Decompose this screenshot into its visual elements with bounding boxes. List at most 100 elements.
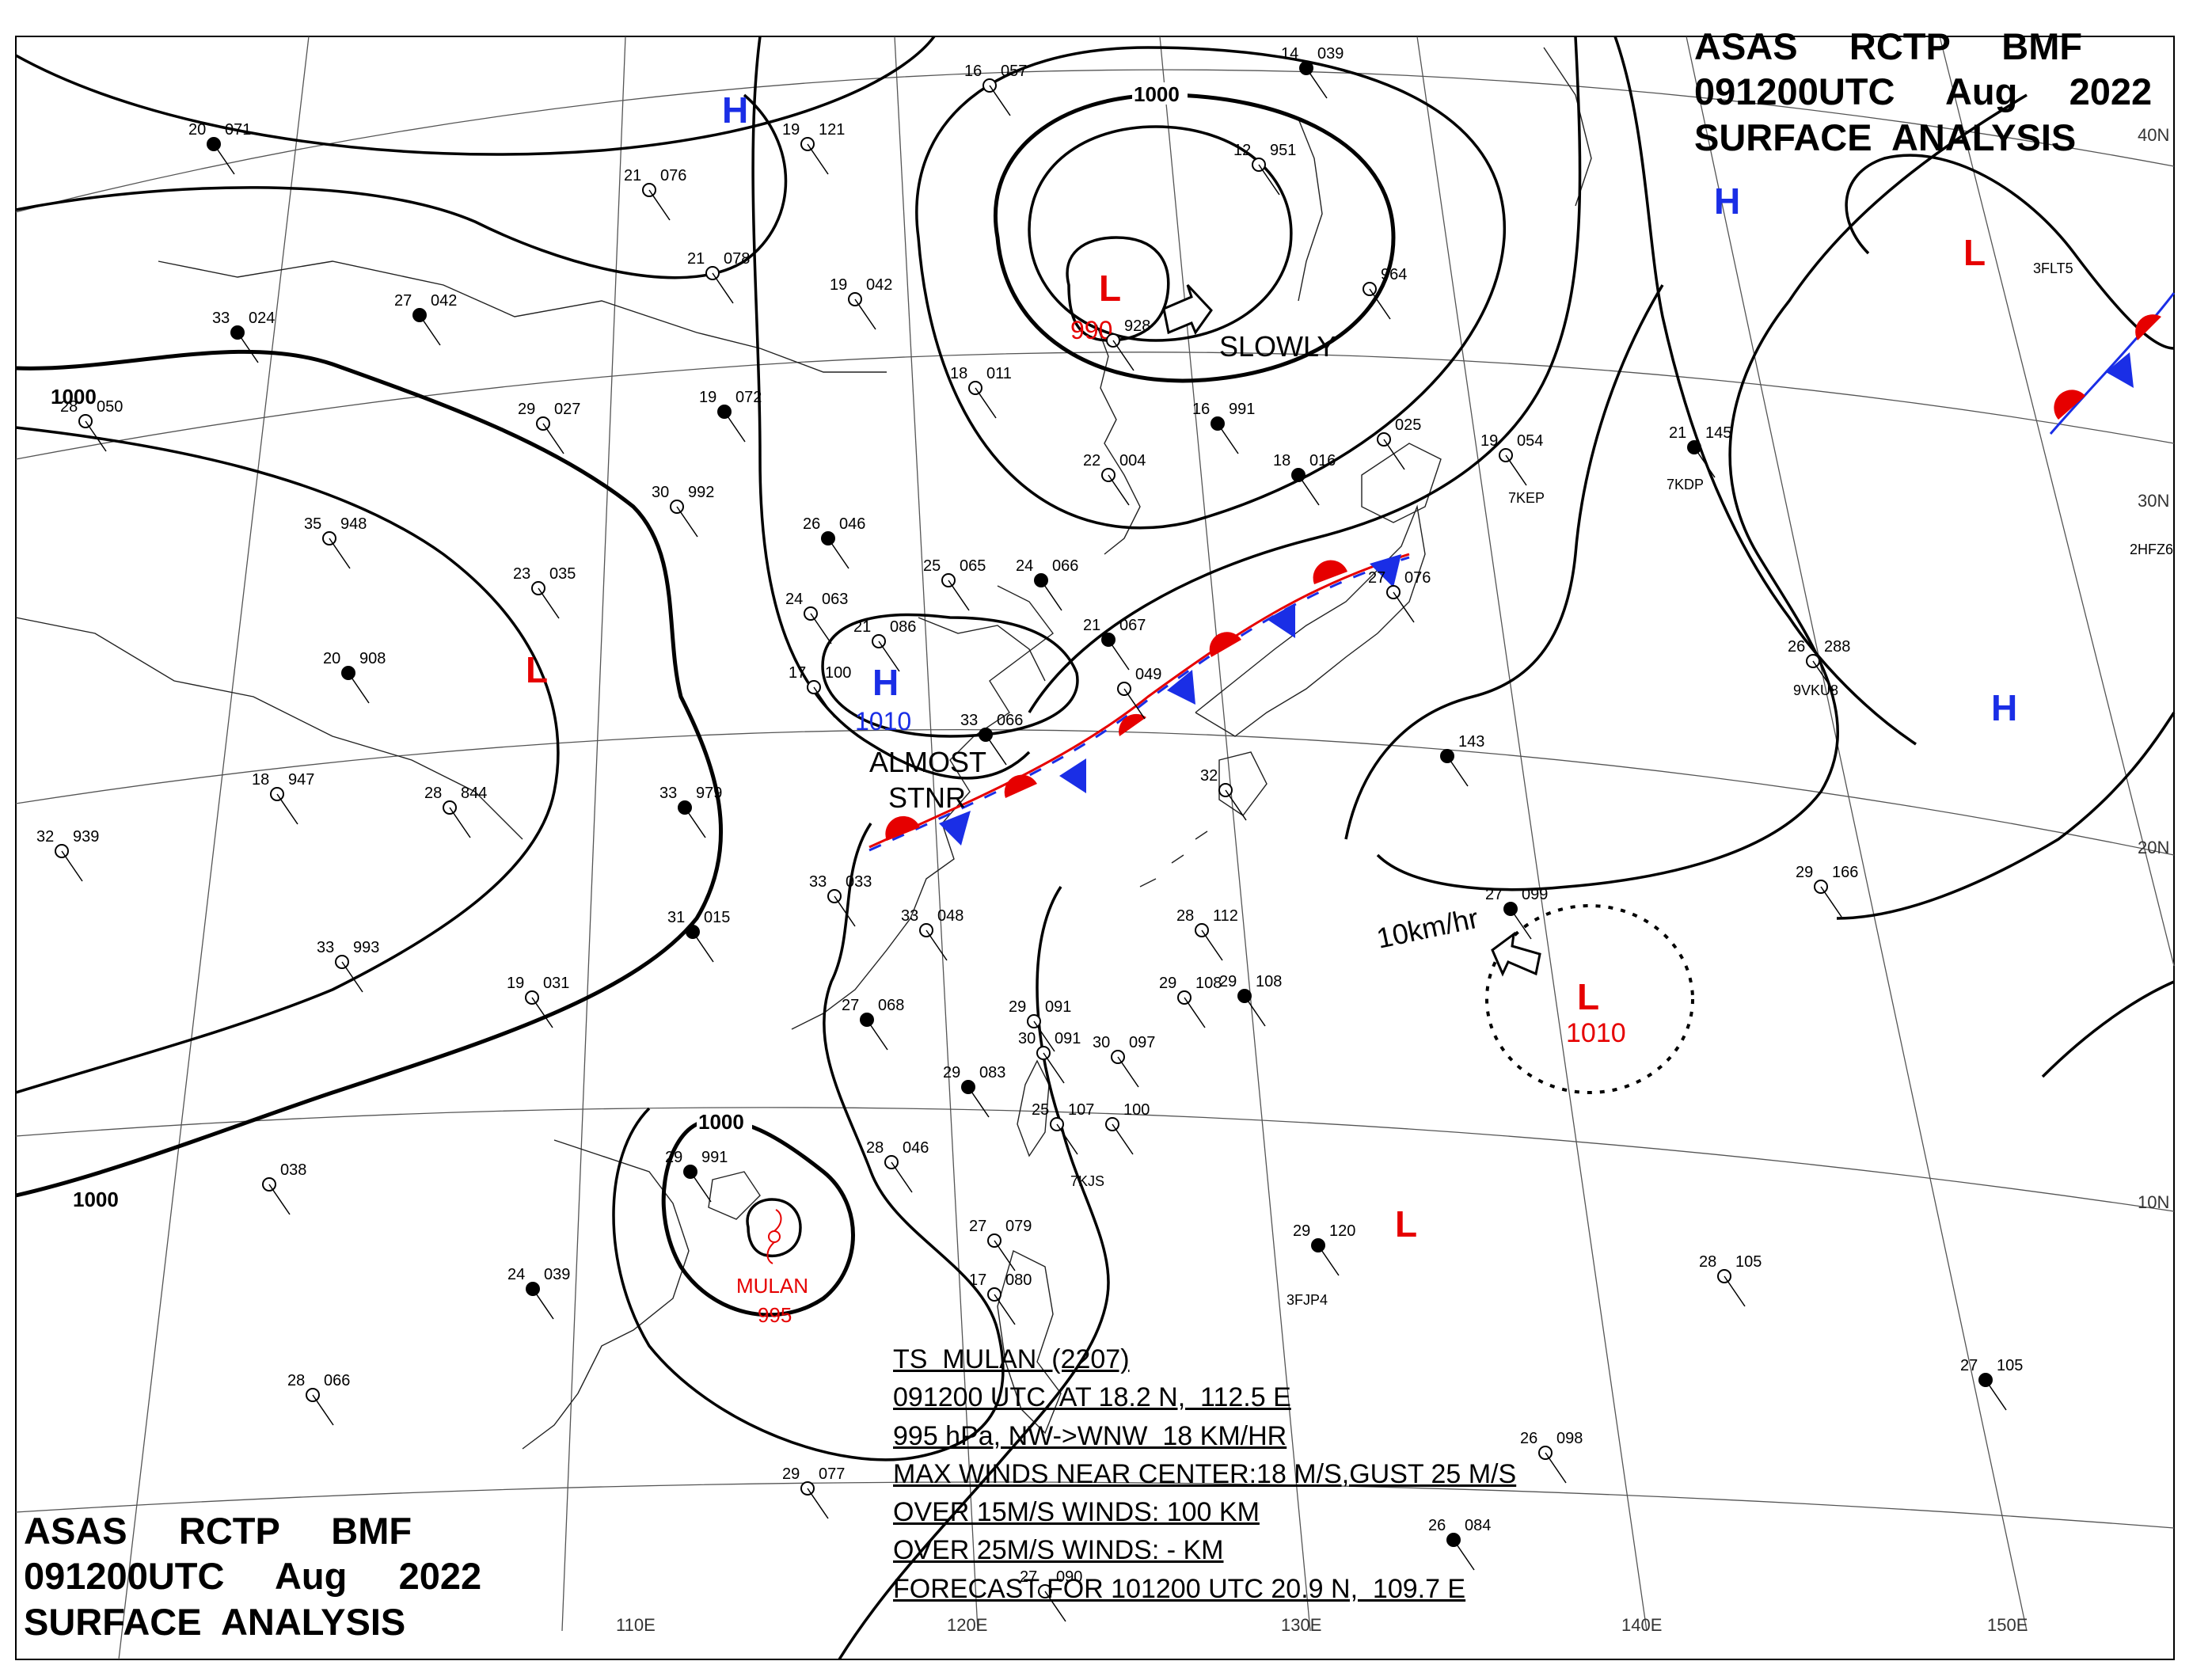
high-center-ne: H [1714, 181, 1740, 222]
isobar-mulan-inner [746, 1198, 802, 1257]
map-frame [15, 36, 2175, 1660]
station-pressure: 098 [1556, 1430, 1583, 1447]
wind-barb [692, 931, 714, 963]
station-pressure: 948 [340, 515, 367, 533]
header-line-2: 091200UTC Aug 2022 [1694, 70, 2153, 113]
station-pressure: 076 [660, 167, 686, 184]
low-center-west: L [526, 649, 548, 690]
station-pressure: 065 [960, 557, 986, 575]
parallel-40n [15, 69, 2175, 213]
station-pressure: 057 [1001, 63, 1027, 80]
station-temperature: 27 [969, 1218, 986, 1235]
wind-barb [648, 189, 671, 221]
station-temperature: 23 [513, 565, 530, 583]
wind-barb [975, 387, 997, 419]
station-temperature: 28 [866, 1139, 884, 1157]
ts-line-5: OVER 15M/S WINDS: 100 KM [893, 1497, 1260, 1528]
station-pressure: 108 [1256, 973, 1282, 990]
station-temperature: 29 [1219, 973, 1237, 990]
station-temperature: 28 [1699, 1253, 1716, 1271]
wind-barb [684, 807, 706, 838]
station-temperature: 16 [1192, 401, 1210, 418]
station-temperature: 26 [1788, 638, 1805, 656]
station-pressure: 038 [280, 1161, 306, 1179]
station-temperature: 28 [1176, 907, 1194, 925]
meridian-140e [1416, 36, 1648, 1632]
station-temperature: 28 [60, 398, 78, 416]
wind-barb [1123, 688, 1146, 720]
station-circle [804, 606, 818, 621]
station-pressure: 024 [249, 310, 275, 327]
low-center-ne: L [1963, 232, 1986, 273]
stationary-front [868, 553, 1410, 852]
station-pressure: 979 [696, 785, 722, 802]
motion-arrows [1162, 283, 1541, 977]
station-temperature: 35 [304, 515, 321, 533]
coast-hainan [708, 1171, 761, 1220]
tropical-low-circle [1485, 904, 1694, 1094]
isobar-label-4: 1000 [73, 1188, 119, 1211]
station-pressure: 072 [735, 389, 762, 406]
low-center-990: L [1099, 268, 1121, 309]
wind-barb [1112, 1123, 1134, 1155]
ts-line-7: FORECAST FOR 101200 UTC 20.9 N, 109.7 E [893, 1573, 1466, 1604]
wind-barb [1108, 639, 1130, 671]
wind-barb [1040, 580, 1062, 611]
ne-front [2049, 292, 2176, 435]
station-pressure: 080 [1005, 1271, 1032, 1289]
wind-barb [1812, 660, 1834, 692]
wind-barb [276, 793, 298, 825]
station-temperature: 33 [659, 785, 677, 802]
warm-semi-1 [885, 815, 920, 841]
station-temperature: 21 [1669, 424, 1686, 442]
station-pressure: 928 [1124, 317, 1150, 335]
station-pressure: 066 [997, 712, 1023, 729]
station-pressure: 991 [701, 1149, 728, 1166]
station-temperature: 29 [1159, 975, 1176, 992]
station-temperature: 29 [665, 1149, 682, 1166]
station-pressure: 079 [1005, 1218, 1032, 1235]
wind-barb [1383, 439, 1405, 470]
parallel-10n [15, 1107, 2175, 1212]
wind-barb [1298, 474, 1320, 506]
wind-barb [531, 997, 553, 1028]
wind-barb [834, 895, 856, 927]
coast-luzon [997, 1249, 1062, 1435]
station-temperature: 33 [317, 939, 334, 956]
wind-barb [985, 734, 1007, 766]
stnr-label: STNR [888, 781, 966, 814]
station-pressure: 011 [986, 365, 1012, 382]
slowly-label: SLOWLY [1219, 330, 1336, 363]
wind-barb [989, 85, 1011, 116]
isobar-1000-west [15, 349, 724, 1198]
isobar-1000-mulan [661, 1118, 855, 1317]
station-pressure: 050 [97, 398, 123, 416]
station-pressure: 143 [1458, 733, 1484, 751]
low-center-1010: L [1577, 976, 1599, 1017]
isobar-china-h [821, 613, 1079, 738]
station-temperature: 21 [687, 250, 705, 268]
wind-barb [1545, 1452, 1567, 1484]
cold-tri-4 [1267, 603, 1295, 638]
station-pressure: 049 [1135, 666, 1161, 683]
station-temperature: 16 [964, 63, 982, 80]
isobar-pacific-6 [1845, 154, 2175, 350]
lat-10n: 10N [2138, 1192, 2169, 1212]
header-top-right: ASAS RCTP BMF 091200UTC Aug 2022 SURFACE… [1694, 24, 2152, 160]
station-temperature: 27 [1960, 1357, 1978, 1374]
wind-barb [1056, 1123, 1078, 1155]
station-pressure: 033 [846, 873, 872, 891]
lon-140e: 140E [1621, 1615, 1662, 1635]
ship-call-sign: 2HFZ6 [2130, 542, 2173, 557]
front-warm-symbols [885, 560, 1347, 841]
station-temperature: 32 [36, 828, 54, 846]
cold-tri-3 [1167, 670, 1195, 705]
wind-barb [61, 850, 83, 882]
station-pressure: 086 [890, 618, 916, 636]
station-temperature: 17 [789, 664, 806, 682]
lat-30n: 30N [2138, 491, 2169, 511]
ship-call-sign: 3FJP4 [1287, 1292, 1328, 1308]
lat-40n: 40N [2138, 125, 2169, 145]
station-temperature: 31 [667, 909, 685, 926]
